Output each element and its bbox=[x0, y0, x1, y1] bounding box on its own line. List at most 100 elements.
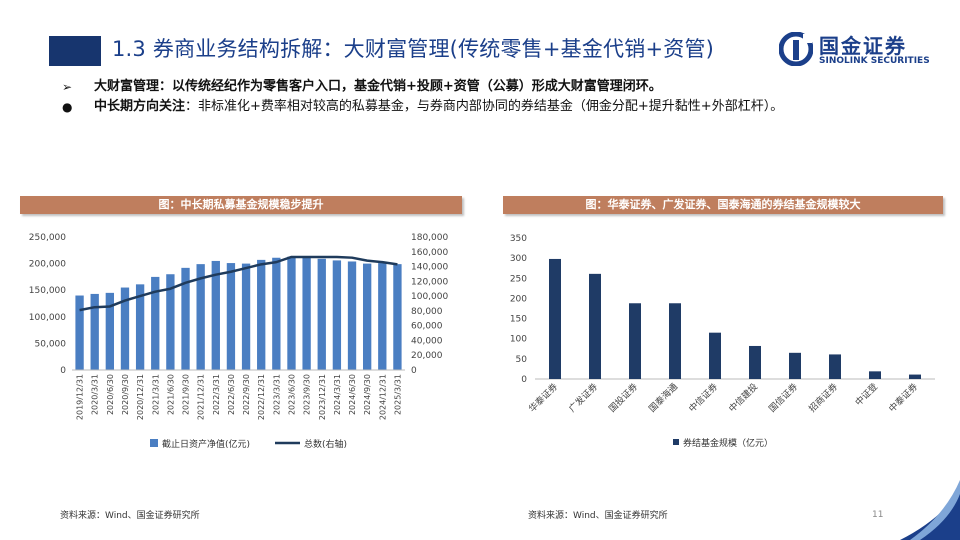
x-tick-label: 国信证券 bbox=[766, 381, 800, 415]
data-bar bbox=[347, 261, 357, 370]
y-axis-tick: 50 bbox=[516, 355, 528, 365]
data-bar bbox=[629, 303, 641, 379]
data-bar bbox=[362, 263, 372, 370]
y-axis-tick: 150 bbox=[510, 315, 527, 325]
x-tick-label: 2020/3/31 bbox=[91, 374, 100, 415]
x-tick-label: 2020/9/30 bbox=[121, 374, 130, 415]
x-tick-label: 2022/9/30 bbox=[242, 374, 251, 415]
data-bar bbox=[226, 263, 236, 370]
data-bar bbox=[105, 292, 115, 370]
title-accent-block bbox=[49, 36, 101, 66]
data-bar bbox=[709, 332, 721, 379]
x-tick-label: 2023/6/30 bbox=[287, 374, 296, 415]
data-bar bbox=[287, 256, 296, 370]
y-axis-tick: 100 bbox=[510, 335, 527, 345]
left-axis-tick: 200,000 bbox=[29, 260, 66, 270]
right-chart-header: 图：华泰证券、广发证券、国泰海通的券结基金规模较大 bbox=[503, 196, 943, 214]
data-bar bbox=[317, 258, 326, 370]
dot-bullet-icon: ● bbox=[62, 100, 73, 114]
left-axis-tick: 0 bbox=[60, 366, 66, 376]
x-tick-label: 2020/12/31 bbox=[136, 374, 145, 420]
data-bar bbox=[272, 257, 281, 370]
x-tick-label: 2023/3/31 bbox=[272, 374, 281, 415]
bullet-item: ● 中长期方向关注：非标准化+费率相对较高的私募基金，与券商内部协同的券结基金（… bbox=[62, 98, 922, 116]
right-axis-tick: 140,000 bbox=[411, 263, 448, 273]
data-bar bbox=[909, 374, 921, 379]
y-axis-tick: 200 bbox=[510, 294, 527, 304]
data-bar bbox=[749, 345, 761, 379]
left-chart-source: 资料来源：Wind、国金证券研究所 bbox=[60, 511, 200, 521]
sinolink-logo-icon bbox=[779, 32, 813, 66]
data-bar bbox=[669, 303, 681, 379]
x-tick-label: 2022/3/31 bbox=[212, 374, 221, 415]
data-bar bbox=[120, 287, 130, 370]
x-tick-label: 中证登 bbox=[853, 381, 881, 409]
x-tick-label: 2023/12/31 bbox=[318, 374, 327, 420]
right-chart-source: 资料来源：Wind、国金证券研究所 bbox=[528, 511, 668, 521]
data-bar bbox=[332, 260, 342, 370]
x-tick-label: 中信建投 bbox=[726, 381, 760, 415]
x-tick-label: 2024/6/30 bbox=[348, 374, 357, 415]
x-tick-label: 2019/12/31 bbox=[76, 374, 85, 420]
y-axis-tick: 350 bbox=[510, 234, 527, 244]
x-tick-label: 广发证券 bbox=[566, 381, 600, 415]
y-axis-tick: 250 bbox=[510, 274, 527, 284]
right-axis-tick: 60,000 bbox=[411, 322, 443, 332]
x-tick-label: 中信证券 bbox=[686, 381, 720, 415]
right-axis-tick: 0 bbox=[411, 366, 417, 376]
company-logo: 国金证券 SINOLINK SECURITIES bbox=[779, 32, 949, 72]
x-tick-label: 2023/9/30 bbox=[303, 374, 312, 415]
legend-label: 券结基金规模（亿元） bbox=[683, 437, 773, 449]
legend-swatch bbox=[673, 439, 679, 445]
x-tick-label: 2021/12/31 bbox=[197, 374, 206, 420]
x-tick-label: 2024/3/31 bbox=[333, 374, 342, 415]
data-bar bbox=[75, 295, 84, 370]
data-bar bbox=[378, 263, 387, 370]
data-bar bbox=[181, 267, 190, 370]
right-axis-tick: 20,000 bbox=[411, 351, 443, 361]
x-tick-label: 2025/3/31 bbox=[393, 374, 402, 415]
x-tick-label: 中泰证券 bbox=[886, 381, 920, 415]
x-tick-label: 华泰证券 bbox=[526, 381, 560, 415]
left-chart-header: 图：中长期私募基金规模稳步提升 bbox=[20, 196, 462, 214]
data-bar bbox=[257, 259, 266, 370]
x-tick-label: 2022/12/31 bbox=[257, 374, 266, 420]
data-bar bbox=[589, 273, 601, 379]
x-tick-label: 2024/12/31 bbox=[378, 374, 387, 420]
data-bar bbox=[393, 264, 402, 370]
left-axis-tick: 150,000 bbox=[29, 286, 66, 296]
y-axis-tick: 300 bbox=[510, 254, 527, 264]
data-bar bbox=[302, 257, 311, 370]
bullet-list: ➢ 大财富管理：以传统经纪作为零售客户入口，基金代销+投顾+资管（公募）形成大财… bbox=[62, 78, 922, 118]
x-tick-label: 2021/9/30 bbox=[182, 374, 191, 415]
legend-bar-swatch bbox=[150, 439, 158, 447]
left-axis-tick: 100,000 bbox=[29, 313, 66, 323]
data-bar bbox=[166, 274, 175, 370]
x-tick-label: 2024/9/30 bbox=[363, 374, 372, 415]
bullet-text: ：非标准化+费率相对较高的私募基金，与券商内部协同的券结基金（佣金分配+提升黏性… bbox=[185, 99, 784, 114]
right-axis-tick: 40,000 bbox=[411, 336, 443, 346]
data-bar bbox=[241, 263, 251, 370]
total-count-line bbox=[79, 255, 398, 312]
data-bar bbox=[90, 293, 99, 370]
data-bar bbox=[549, 258, 561, 379]
x-tick-label: 2021/3/31 bbox=[151, 374, 160, 415]
x-tick-label: 国投证券 bbox=[606, 381, 640, 415]
left-axis-tick: 250,000 bbox=[29, 233, 66, 243]
bullet-bold-text: 中长期方向关注 bbox=[94, 99, 186, 114]
data-bar bbox=[196, 264, 205, 370]
bullet-item: ➢ 大财富管理：以传统经纪作为零售客户入口，基金代销+投顾+资管（公募）形成大财… bbox=[62, 78, 922, 96]
logo-name-cn: 国金证券 bbox=[819, 34, 907, 58]
x-tick-label: 2020/6/30 bbox=[106, 374, 115, 415]
corner-decoration-icon bbox=[900, 480, 960, 540]
y-axis-tick: 0 bbox=[521, 375, 527, 385]
legend-line-label: 总数(右轴) bbox=[304, 438, 347, 450]
x-tick-label: 国泰海通 bbox=[646, 381, 680, 415]
logo-name-en: SINOLINK SECURITIES bbox=[819, 56, 930, 66]
right-axis-tick: 100,000 bbox=[411, 292, 448, 302]
x-tick-label: 2021/6/30 bbox=[166, 374, 175, 415]
data-bar bbox=[211, 260, 220, 370]
x-tick-label: 2022/6/30 bbox=[227, 374, 236, 415]
